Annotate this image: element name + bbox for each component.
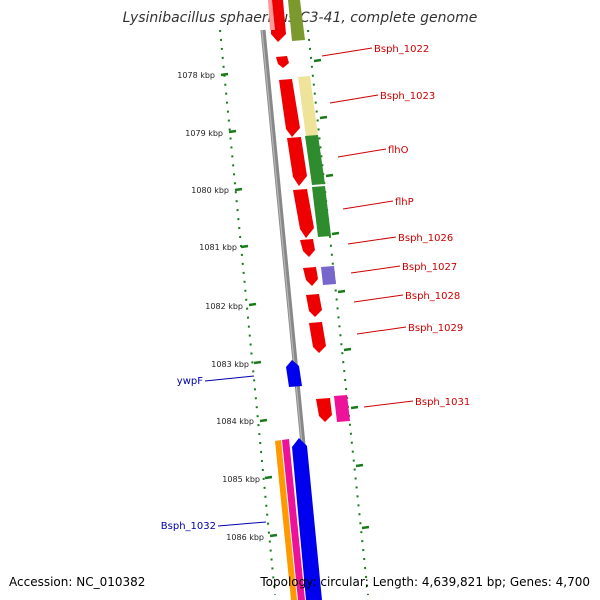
tick-label-1081: 1081 kbp: [199, 243, 237, 252]
tick-label-1080: 1080 kbp: [191, 186, 229, 195]
gene-magenta: [282, 439, 305, 600]
forward-label-lines: [321, 47, 414, 408]
gene-bsph1022: [276, 56, 289, 68]
gene-bsph1029: [309, 322, 326, 353]
gene-labels: Bsph_1022 Bsph_1023 flhO flhP Bsph_1026 …: [161, 44, 470, 532]
gene-flho: [287, 137, 307, 186]
genome-summary-text: Topology: circular; Length: 4,639,821 bp…: [260, 575, 590, 589]
gene-bsph1028: [306, 294, 322, 317]
gene-green-2: [312, 186, 331, 237]
position-labels: 1078 kbp 1079 kbp 1080 kbp 1081 kbp 1082…: [177, 71, 264, 542]
gene-ywpf: [286, 360, 302, 387]
gene-top-red-light: [268, 0, 275, 30]
gene-label-bsph1027: Bsph_1027: [402, 262, 457, 273]
tick-label-1082: 1082 kbp: [205, 302, 243, 311]
gene-top-red: [271, 0, 286, 42]
tick-label-1085: 1085 kbp: [222, 475, 260, 484]
gene-bsph1031: [316, 398, 332, 422]
gene-label-ywpf: ywpF: [177, 376, 203, 387]
tick-label-1078: 1078 kbp: [177, 71, 215, 80]
gene-purple: [321, 266, 336, 285]
gene-label-flho: flhO: [388, 145, 409, 156]
tick-label-1083: 1083 kbp: [211, 360, 249, 369]
accession-text: Accession: NC_010382: [9, 575, 146, 589]
gene-bsph1026: [300, 239, 315, 257]
gene-green-1: [305, 135, 325, 185]
tick-label-1084: 1084 kbp: [216, 417, 254, 426]
reverse-label-lines: [204, 375, 267, 527]
forward-genes: [268, 0, 350, 422]
gene-bsph1027: [303, 267, 318, 286]
gene-label-flhp: flhP: [395, 197, 414, 208]
tick-label-1079: 1079 kbp: [185, 129, 223, 138]
gene-flhp: [293, 189, 314, 238]
inner-dotted-arc: [219, 29, 276, 596]
gene-label-bsph1032: Bsph_1032: [161, 521, 216, 532]
gene-label-bsph1023: Bsph_1023: [380, 91, 435, 102]
tick-label-1086: 1086 kbp: [226, 533, 264, 542]
gene-label-bsph1031: Bsph_1031: [415, 397, 470, 408]
gene-olive: [288, 0, 305, 41]
gene-bsph1023: [279, 79, 300, 137]
gene-label-bsph1026: Bsph_1026: [398, 233, 453, 244]
gene-pink: [334, 395, 350, 422]
gene-khaki: [298, 76, 318, 137]
gene-label-bsph1029: Bsph_1029: [408, 323, 463, 334]
reverse-genes: [275, 360, 322, 600]
gene-label-bsph1022: Bsph_1022: [374, 44, 429, 55]
gene-orange: [275, 440, 297, 600]
gene-bsph1032-blue: [292, 438, 322, 600]
tick-marks: [220, 72, 278, 538]
outer-tick-marks: [313, 58, 370, 530]
gene-label-bsph1028: Bsph_1028: [405, 291, 460, 302]
